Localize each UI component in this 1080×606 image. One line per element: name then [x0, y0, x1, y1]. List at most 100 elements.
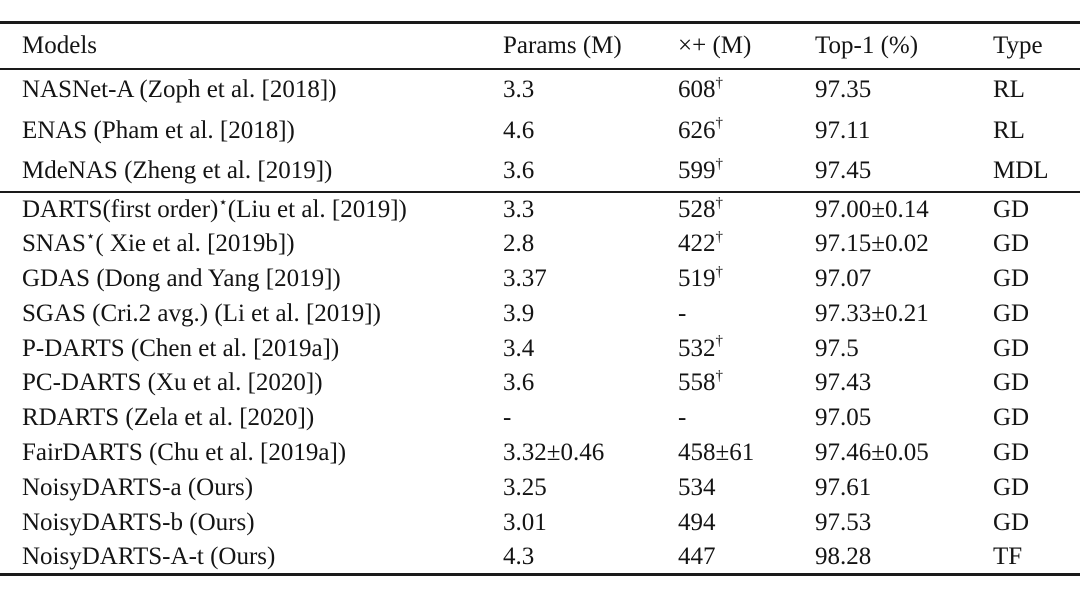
params-cell: 2.8	[503, 230, 535, 258]
flops-value: 458±61	[678, 438, 755, 466]
flops-value: 422	[678, 230, 716, 258]
type-cell: GD	[993, 299, 1030, 327]
flops-cell: 458±61	[678, 435, 815, 470]
model-cell: PC-DARTS (Xu et al. [2020])	[0, 365, 503, 400]
top1-cell: 97.61	[815, 473, 872, 501]
type-cell: RL	[993, 76, 1025, 103]
flops-cell: -	[678, 296, 815, 331]
flops-cell: -	[678, 400, 815, 435]
top1-cell: 97.46±0.05	[815, 438, 929, 466]
model-name: P-DARTS (Chen et al. [2019a])	[22, 334, 340, 362]
table-row: SNAS⋆( Xie et al. [2019b]) 2.8 422† 97.1…	[0, 226, 1080, 261]
model-cell: RDARTS (Zela et al. [2020])	[0, 400, 503, 435]
top1-cell: 97.43	[815, 369, 872, 397]
flops-value: 608	[678, 76, 716, 103]
top1-cell: 97.07	[815, 264, 872, 292]
model-cell: ENAS (Pham et al. [2018])	[0, 110, 503, 151]
model-name: NASNet-A (Zoph et al. [2018])	[22, 76, 337, 103]
dagger-superscript: †	[715, 333, 724, 350]
flops-value: 599	[678, 157, 716, 184]
flops-value: 558	[678, 369, 716, 397]
model-name: MdeNAS (Zheng et al. [2019])	[22, 157, 333, 184]
flops-cell: 558†	[678, 365, 815, 400]
params-cell: -	[503, 404, 512, 432]
type-cell: GD	[993, 230, 1030, 258]
top1-cell: 97.11	[815, 116, 871, 144]
flops-value: -	[678, 404, 687, 432]
type-cell: GD	[993, 195, 1030, 223]
table-row: FairDARTS (Chu et al. [2019a]) 3.32±0.46…	[0, 435, 1080, 470]
model-cell: NASNet-A (Zoph et al. [2018])	[0, 69, 503, 110]
table-header-row: Models Params (M) ×+ (M) Top-1 (%) Type	[0, 23, 1080, 69]
model-name: NoisyDARTS-a (Ours)	[22, 473, 254, 501]
flops-value: 532	[678, 334, 716, 362]
model-cell: NoisyDARTS-a (Ours)	[0, 470, 503, 505]
flops-cell: 519†	[678, 261, 815, 296]
model-cell: SNAS⋆( Xie et al. [2019b])	[0, 226, 503, 261]
model-cell: MdeNAS (Zheng et al. [2019])	[0, 151, 503, 192]
params-cell: 3.3	[503, 76, 535, 103]
type-cell: GD	[993, 473, 1030, 501]
params-cell: 3.9	[503, 299, 535, 327]
table-row: NoisyDARTS-b (Ours) 3.01 494 97.53 GD	[0, 505, 1080, 540]
model-name: SNAS	[22, 230, 86, 258]
header-top1: Top-1 (%)	[815, 32, 919, 60]
type-cell: GD	[993, 438, 1030, 466]
params-cell: 3.6	[503, 157, 535, 184]
table-row: GDAS (Dong and Yang [2019]) 3.37 519† 97…	[0, 261, 1080, 296]
table-section-gradient-methods: DARTS(first order)⋆(Liu et al. [2019]) 3…	[0, 192, 1080, 575]
table-section-baselines: NASNet-A (Zoph et al. [2018]) 3.3 608† 9…	[0, 69, 1080, 192]
type-cell: TF	[993, 542, 1023, 570]
model-cell: NoisyDARTS-b (Ours)	[0, 505, 503, 540]
table-header: Models Params (M) ×+ (M) Top-1 (%) Type	[0, 23, 1080, 69]
flops-value: 626	[678, 116, 716, 144]
model-cell: NoisyDARTS-A-t (Ours)	[0, 539, 503, 574]
model-cell: DARTS(first order)⋆(Liu et al. [2019])	[0, 192, 503, 227]
header-params: Params (M)	[503, 32, 622, 60]
params-cell: 3.3	[503, 195, 535, 223]
table-row: DARTS(first order)⋆(Liu et al. [2019]) 3…	[0, 192, 1080, 227]
flops-value: 519	[678, 264, 716, 292]
dagger-superscript: †	[715, 115, 724, 132]
table-row: RDARTS (Zela et al. [2020]) - - 97.05 GD	[0, 400, 1080, 435]
table-row: MdeNAS (Zheng et al. [2019]) 3.6 599† 97…	[0, 151, 1080, 192]
table-row: NoisyDARTS-a (Ours) 3.25 534 97.61 GD	[0, 470, 1080, 505]
type-cell: GD	[993, 369, 1030, 397]
star-superscript: ⋆	[85, 228, 96, 245]
flops-value: 534	[678, 473, 716, 501]
params-cell: 3.01	[503, 508, 547, 536]
type-cell: GD	[993, 508, 1030, 536]
params-cell: 3.6	[503, 369, 535, 397]
table-row: P-DARTS (Chen et al. [2019a]) 3.4 532† 9…	[0, 331, 1080, 366]
flops-value: 528	[678, 195, 716, 223]
flops-cell: 447	[678, 539, 815, 574]
model-name: PC-DARTS (Xu et al. [2020])	[22, 369, 323, 397]
top1-cell: 97.45	[815, 157, 872, 184]
table-row: SGAS (Cri.2 avg.) (Li et al. [2019]) 3.9…	[0, 296, 1080, 331]
flops-cell: 608†	[678, 69, 815, 110]
top1-cell: 97.5	[815, 334, 859, 362]
model-name: GDAS (Dong and Yang [2019])	[22, 264, 341, 292]
dagger-superscript: †	[715, 368, 724, 385]
flops-cell: 534	[678, 470, 815, 505]
table-row: NoisyDARTS-A-t (Ours) 4.3 447 98.28 TF	[0, 539, 1080, 574]
flops-cell: 599†	[678, 151, 815, 192]
top1-cell: 97.33±0.21	[815, 299, 929, 327]
flops-cell: 422†	[678, 226, 815, 261]
model-name: ENAS (Pham et al. [2018])	[22, 116, 295, 144]
dagger-superscript: †	[715, 228, 724, 245]
params-cell: 4.3	[503, 542, 535, 570]
table-row: ENAS (Pham et al. [2018]) 4.6 626† 97.11…	[0, 110, 1080, 151]
type-cell: RL	[993, 116, 1025, 144]
top1-cell: 98.28	[815, 542, 872, 570]
model-cell: GDAS (Dong and Yang [2019])	[0, 261, 503, 296]
dagger-superscript: †	[715, 194, 724, 211]
flops-cell: 532†	[678, 331, 815, 366]
params-cell: 4.6	[503, 116, 535, 144]
top1-cell: 97.15±0.02	[815, 230, 929, 258]
header-flops: ×+ (M)	[678, 32, 752, 60]
model-citation: ( Xie et al. [2019b])	[95, 230, 295, 258]
flops-value: 447	[678, 542, 716, 570]
type-cell: MDL	[993, 157, 1049, 184]
